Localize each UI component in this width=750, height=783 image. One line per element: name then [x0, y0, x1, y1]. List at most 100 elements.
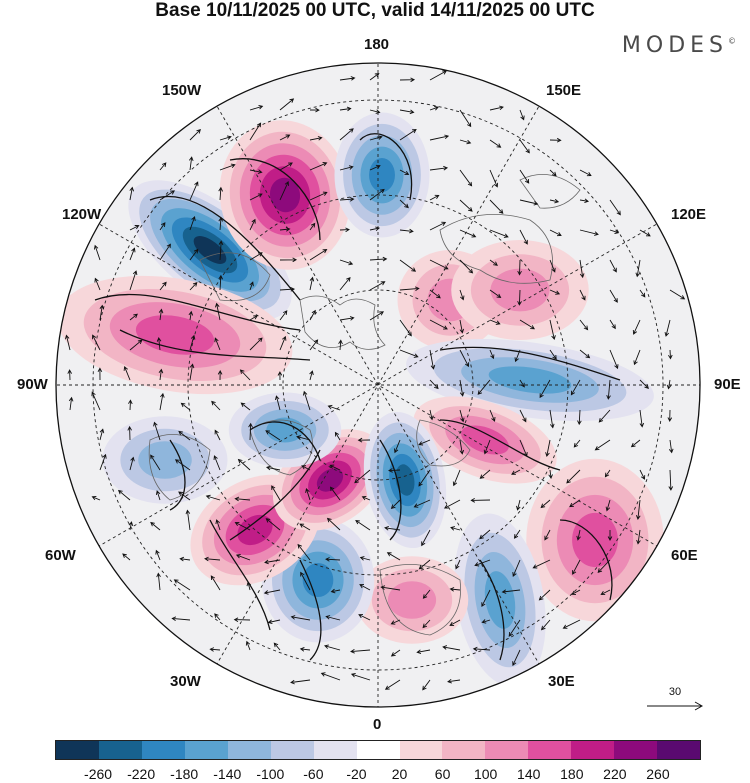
wind-arrow [279, 162, 293, 171]
wind-arrow [668, 439, 674, 454]
anomaly-level [266, 417, 304, 443]
wind-arrow [155, 490, 161, 501]
wind-arrow [571, 589, 581, 595]
wind-arrow [540, 619, 551, 631]
wind-arrow [479, 529, 491, 540]
wind-arrow [511, 469, 521, 475]
wind-arrow [399, 128, 417, 141]
anomaly-center-high-east-europe [526, 458, 664, 622]
wind-arrow [394, 439, 401, 454]
wind-arrow [549, 259, 556, 273]
wind-arrow [508, 619, 521, 637]
wind-arrow [296, 435, 311, 441]
wind-arrow [263, 589, 281, 595]
wind-arrow [418, 439, 431, 446]
wind-arrow [519, 109, 525, 121]
wind-arrow [489, 259, 498, 266]
wind-arrow [249, 104, 264, 111]
wind-arrow [249, 337, 263, 351]
colorbar-swatch [313, 741, 357, 759]
wind-arrow [357, 437, 371, 443]
wind-arrow [234, 496, 251, 502]
wind-arrow [630, 439, 641, 448]
colorbar-swatch [528, 741, 572, 759]
wind-arrow [667, 409, 673, 422]
colorbar-tick-label: 220 [603, 766, 627, 782]
contour-line [359, 133, 413, 201]
anomaly-center-high-90w-120w [57, 275, 293, 395]
wind-arrow [544, 529, 551, 541]
wind-arrow [325, 615, 341, 621]
wind-arrow [549, 319, 556, 341]
wind-arrow [418, 469, 431, 487]
wind-arrow [355, 519, 371, 531]
wind-arrow [633, 349, 641, 366]
colorbar-tick-label: 260 [646, 766, 670, 782]
wind-arrow [211, 400, 221, 411]
colorbar-tick-label: -140 [213, 766, 242, 782]
wind-arrow [339, 227, 350, 233]
meridian-line [91, 219, 665, 551]
lon-label-180: 180 [364, 36, 390, 53]
anomaly-center-low-canada [228, 392, 342, 468]
wind-arrow [188, 310, 194, 321]
lon-label-120e: 120E [671, 206, 707, 223]
wind-arrow [214, 337, 221, 351]
anomaly-center-high-60e [413, 396, 557, 484]
wind-arrow [129, 270, 138, 291]
wind-arrow [265, 430, 281, 441]
wind-arrow [442, 645, 461, 651]
wind-arrow [429, 289, 441, 299]
wind-arrow [129, 186, 135, 201]
wind-arrow [299, 646, 311, 652]
wind-arrow [158, 368, 164, 381]
lon-label-0: 0 [373, 716, 382, 733]
wind-arrow [549, 289, 561, 295]
wind-arrow [320, 672, 341, 681]
wind-arrow [361, 495, 371, 501]
wind-arrow [339, 316, 355, 321]
wind-arrow [309, 339, 319, 351]
wind-arrow [305, 488, 311, 501]
wind-arrow [566, 469, 581, 484]
wind-arrow [489, 105, 504, 111]
wind-arrow [421, 529, 431, 547]
brand-name: MODES [621, 33, 728, 58]
wind-arrow [489, 409, 496, 422]
wind-arrow [369, 311, 384, 321]
anomaly-level [302, 562, 334, 598]
wind-arrow [204, 556, 221, 562]
wind-arrow [178, 491, 191, 501]
wind-arrow [609, 199, 621, 216]
wind-arrow [156, 337, 162, 351]
wind-arrow [639, 229, 651, 237]
wind-arrow [129, 313, 138, 321]
colorbar-swatch [571, 741, 615, 759]
wind-arrow [339, 197, 355, 202]
wind-arrow [271, 485, 281, 501]
colorbar [55, 740, 701, 760]
wind-arrow [600, 589, 611, 596]
wind-arrow [489, 199, 504, 214]
wind-arrow [549, 169, 557, 177]
wind-arrow [459, 169, 473, 187]
lon-label-60e: 60E [671, 547, 698, 564]
wind-arrow [237, 458, 251, 471]
wind-arrow [576, 529, 581, 541]
reference-vector: 30 [645, 686, 705, 714]
wind-arrow [399, 199, 409, 209]
wind-arrow [309, 191, 328, 201]
contour-line [379, 439, 402, 541]
colorbar-tick-label: -20 [346, 766, 367, 782]
wind-arrow [179, 556, 191, 562]
wind-arrow [429, 134, 450, 141]
coastlines [148, 174, 581, 636]
wind-arrow [155, 549, 161, 561]
wind-arrow [171, 616, 191, 621]
wind-arrow [609, 259, 617, 273]
contour-line [149, 195, 301, 301]
wind-arrow [579, 349, 591, 359]
wind-arrow [249, 169, 263, 174]
wind-arrow [607, 530, 613, 541]
wind-arrow [309, 222, 316, 231]
